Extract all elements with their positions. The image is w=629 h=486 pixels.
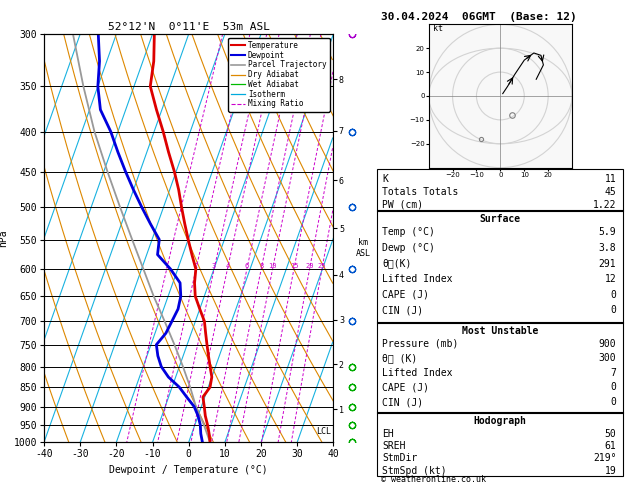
Text: Lifted Index: Lifted Index — [382, 368, 453, 378]
Text: 1.22: 1.22 — [593, 200, 616, 210]
Text: 6: 6 — [245, 263, 249, 269]
Text: 291: 291 — [599, 259, 616, 269]
Text: Dewp (°C): Dewp (°C) — [382, 243, 435, 253]
Text: 4: 4 — [225, 263, 230, 269]
Y-axis label: km
ASL: km ASL — [356, 238, 371, 258]
Text: 219°: 219° — [593, 453, 616, 464]
Text: EH: EH — [382, 429, 394, 439]
Text: Pressure (mb): Pressure (mb) — [382, 339, 459, 349]
Text: 8: 8 — [259, 263, 264, 269]
Text: 1: 1 — [165, 263, 169, 269]
Text: Most Unstable: Most Unstable — [462, 326, 538, 336]
Text: 7: 7 — [611, 368, 616, 378]
Text: CAPE (J): CAPE (J) — [382, 290, 430, 300]
Text: 3: 3 — [212, 263, 216, 269]
Text: 10: 10 — [269, 263, 277, 269]
Text: CIN (J): CIN (J) — [382, 305, 423, 315]
Text: Surface: Surface — [479, 214, 521, 225]
Text: 900: 900 — [599, 339, 616, 349]
Text: Lifted Index: Lifted Index — [382, 274, 453, 284]
Text: 15: 15 — [290, 263, 298, 269]
Text: 3.8: 3.8 — [599, 243, 616, 253]
Text: Temp (°C): Temp (°C) — [382, 227, 435, 238]
X-axis label: Dewpoint / Temperature (°C): Dewpoint / Temperature (°C) — [109, 465, 268, 475]
Text: 300: 300 — [599, 353, 616, 364]
Text: CIN (J): CIN (J) — [382, 397, 423, 407]
Text: 25: 25 — [318, 263, 326, 269]
Text: © weatheronline.co.uk: © weatheronline.co.uk — [381, 474, 486, 484]
Text: K: K — [382, 174, 388, 184]
Text: StmDir: StmDir — [382, 453, 418, 464]
Text: 12: 12 — [604, 274, 616, 284]
Text: PW (cm): PW (cm) — [382, 200, 423, 210]
Text: 5.9: 5.9 — [599, 227, 616, 238]
Text: Totals Totals: Totals Totals — [382, 187, 459, 197]
Text: θᴇ(K): θᴇ(K) — [382, 259, 412, 269]
Y-axis label: hPa: hPa — [0, 229, 8, 247]
Text: 61: 61 — [604, 441, 616, 451]
Text: 0: 0 — [611, 397, 616, 407]
Text: SREH: SREH — [382, 441, 406, 451]
Text: 45: 45 — [604, 187, 616, 197]
Text: 0: 0 — [611, 382, 616, 393]
Text: kt: kt — [433, 24, 443, 34]
Text: 19: 19 — [604, 466, 616, 476]
Text: 30.04.2024  06GMT  (Base: 12): 30.04.2024 06GMT (Base: 12) — [381, 12, 576, 22]
Text: 50: 50 — [604, 429, 616, 439]
Legend: Temperature, Dewpoint, Parcel Trajectory, Dry Adiabat, Wet Adiabat, Isotherm, Mi: Temperature, Dewpoint, Parcel Trajectory… — [228, 38, 330, 111]
Text: 0: 0 — [611, 305, 616, 315]
Text: StmSpd (kt): StmSpd (kt) — [382, 466, 447, 476]
Text: LCL: LCL — [316, 427, 331, 436]
Text: 20: 20 — [305, 263, 314, 269]
Title: 52°12'N  0°11'E  53m ASL: 52°12'N 0°11'E 53m ASL — [108, 22, 270, 32]
Text: 11: 11 — [604, 174, 616, 184]
Text: Hodograph: Hodograph — [474, 416, 526, 426]
Text: 0: 0 — [611, 290, 616, 300]
Text: CAPE (J): CAPE (J) — [382, 382, 430, 393]
Text: 2: 2 — [194, 263, 198, 269]
Text: θᴇ (K): θᴇ (K) — [382, 353, 418, 364]
